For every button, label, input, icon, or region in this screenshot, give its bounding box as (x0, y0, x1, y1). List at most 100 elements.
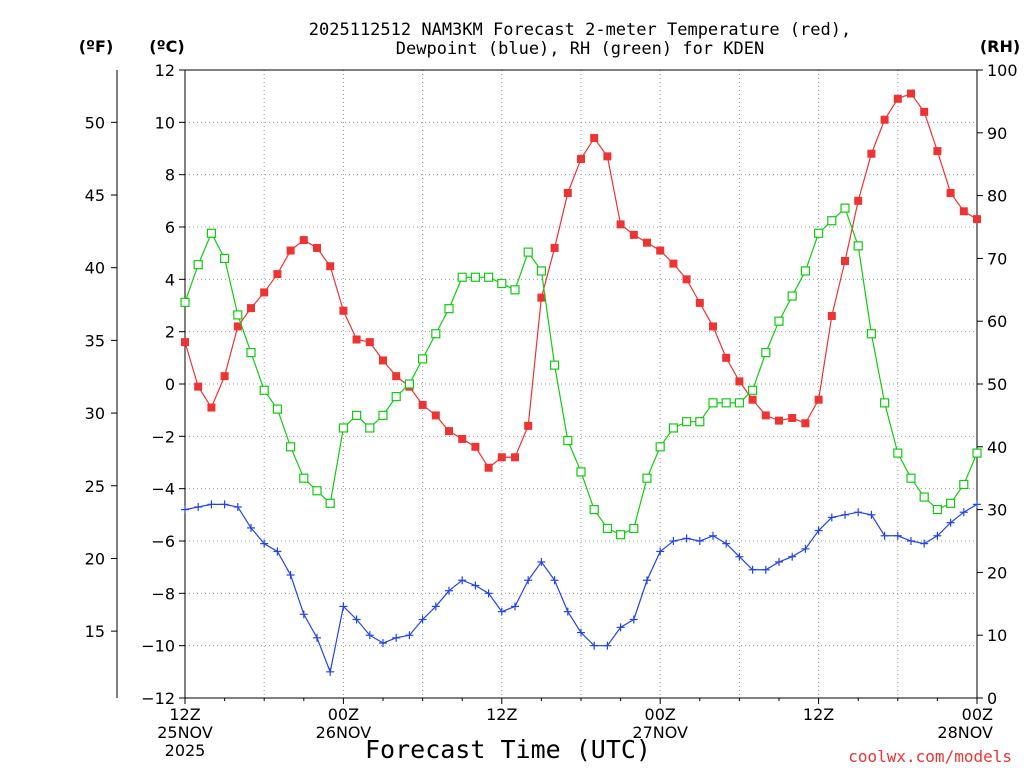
chart-title-line2: Dewpoint (blue), RH (green) for KDEN (396, 39, 764, 59)
rh-point (800, 266, 811, 276)
x-tick-label: 2025 (165, 741, 206, 760)
series-line-temperature (184, 92, 978, 469)
series-rh (180, 203, 982, 540)
dewpoint-point (233, 502, 242, 511)
x-tick-label: 12Z (486, 705, 517, 724)
temperature-point (365, 338, 374, 347)
dewpoint-point (735, 552, 744, 561)
rh-point (747, 385, 758, 395)
dewpoint-point (761, 565, 770, 574)
x-tick-label: 25NOV (157, 723, 213, 742)
grid-lines (185, 70, 977, 698)
x-tick-label: 28NOV (937, 723, 993, 742)
temperature-point (656, 246, 665, 255)
dewpoint-point (893, 531, 902, 540)
rh-point (536, 266, 547, 276)
rh-point (193, 260, 203, 270)
rh-point (563, 435, 573, 446)
rh-point (497, 278, 507, 289)
rh-tick-label: 20 (987, 563, 1007, 582)
temperature-point (484, 463, 493, 472)
rh-point (299, 473, 309, 483)
dewpoint-point (392, 633, 401, 642)
rh-point (286, 442, 296, 452)
temperature-point (867, 149, 876, 158)
dewpoint-point (959, 508, 968, 517)
temperature-point (537, 293, 546, 302)
rh-point (813, 228, 824, 238)
data-series (180, 89, 982, 676)
temperature-point (735, 377, 744, 386)
rh-point (404, 379, 414, 389)
dewpoint-point (339, 602, 348, 611)
dewpoint-point (880, 531, 889, 540)
dewpoint-point (497, 607, 506, 616)
rh-point (180, 297, 190, 307)
rh-point (457, 272, 467, 282)
celsius-tick-label: 8 (165, 166, 175, 185)
fahrenheit-tick-label: 35 (85, 331, 105, 350)
temperature-point (801, 419, 810, 428)
temperature-point (431, 411, 440, 420)
temperature-point (761, 411, 770, 420)
dewpoint-point (603, 641, 612, 650)
rh-tick-label: 90 (987, 124, 1007, 143)
rh-point (549, 360, 560, 370)
rh-point (787, 291, 797, 301)
rh-point (206, 228, 216, 238)
rh-point (418, 354, 428, 364)
x-tick-label: 00Z (328, 705, 359, 724)
temperature-point (933, 147, 942, 156)
celsius-tick-label: 2 (165, 323, 175, 342)
rh-point (444, 304, 454, 314)
temperature-point (260, 288, 269, 297)
dewpoint-point (643, 576, 651, 585)
temperature-point (379, 356, 387, 365)
dewpoint-point (273, 547, 282, 556)
rh-unit-label: (RH) (980, 37, 1020, 56)
temperature-point (629, 230, 638, 239)
rh-point (470, 272, 480, 282)
dewpoint-point (471, 581, 480, 590)
rh-point (827, 216, 837, 226)
rh-point (233, 310, 243, 320)
dewpoint-point (590, 641, 599, 650)
dewpoint-point (748, 565, 757, 574)
rh-point (761, 348, 771, 358)
dewpoint-point (194, 502, 203, 511)
dewpoint-point (365, 631, 374, 640)
temperature-point (959, 207, 968, 216)
dewpoint-point (431, 602, 440, 611)
dewpoint-point (260, 539, 269, 548)
temperature-point (299, 236, 308, 245)
dewpoint-point (616, 623, 625, 632)
rh-point (629, 523, 639, 534)
temperature-point (946, 188, 955, 197)
celsius-tick-label: 12 (155, 61, 175, 80)
dewpoint-point (550, 576, 559, 585)
temperature-point (616, 220, 625, 229)
rh-point (246, 348, 256, 358)
rh-point (919, 492, 929, 502)
temperature-point (748, 395, 757, 404)
rh-point (708, 398, 718, 408)
dewpoint-point (563, 607, 572, 616)
dewpoint-point (220, 500, 229, 509)
dewpoint-point (313, 633, 321, 642)
temperature-point (392, 372, 401, 381)
dewpoint-point (801, 544, 810, 553)
temperature-point (682, 275, 691, 284)
rh-point (576, 467, 586, 477)
celsius-tick-label: −8 (151, 584, 175, 603)
rh-point (365, 423, 375, 433)
dewpoint-point (326, 667, 335, 676)
celsius-unit-label: (ºC) (149, 37, 184, 56)
rh-point (655, 442, 665, 452)
temperature-point (326, 262, 335, 271)
series-dewpoint (181, 500, 981, 676)
temperature-point (603, 152, 612, 161)
rh-point (484, 272, 494, 282)
rh-point (259, 385, 269, 395)
rh-point (352, 410, 362, 420)
celsius-tick-label: 0 (165, 375, 175, 394)
